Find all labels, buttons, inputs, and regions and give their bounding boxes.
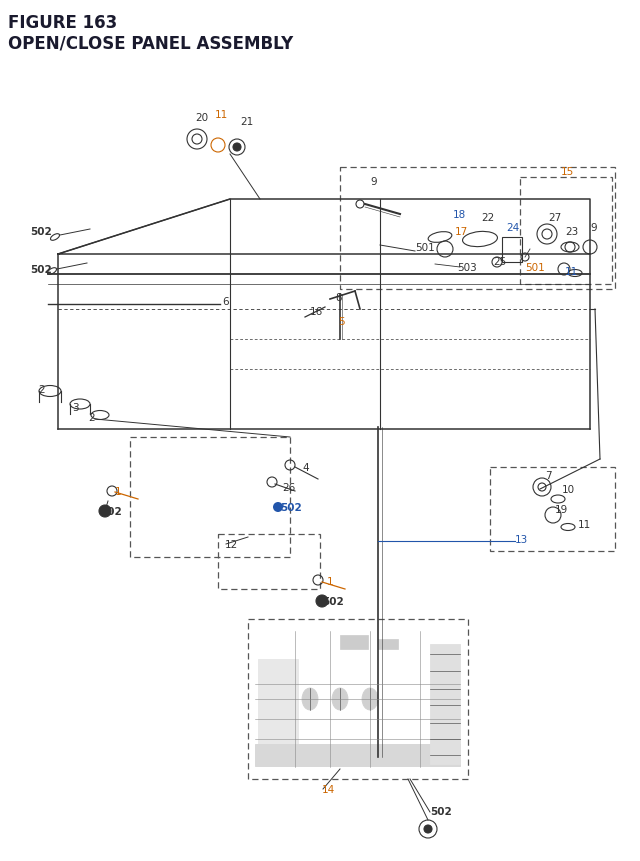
Bar [502, 238, 522, 263]
Text: 501: 501 [525, 263, 545, 273]
Text: 502: 502 [280, 503, 301, 512]
Ellipse shape [362, 688, 378, 710]
Text: 20: 20 [195, 113, 208, 123]
Bar [430, 644, 460, 764]
Text: OPEN/CLOSE PANEL ASSEMBLY: OPEN/CLOSE PANEL ASSEMBLY [8, 34, 293, 52]
Text: 17: 17 [455, 226, 468, 237]
Text: 14: 14 [322, 784, 335, 794]
Text: 3: 3 [72, 403, 79, 412]
Text: 12: 12 [225, 539, 238, 549]
Text: 6: 6 [222, 297, 228, 307]
Text: 1: 1 [115, 486, 122, 497]
Text: 9: 9 [370, 177, 376, 187]
Text: 26: 26 [282, 482, 295, 492]
Text: FIGURE 163: FIGURE 163 [8, 14, 117, 32]
Text: 23: 23 [565, 226, 579, 237]
Text: 502: 502 [100, 506, 122, 517]
Text: 25: 25 [493, 257, 506, 267]
Text: 502: 502 [322, 597, 344, 606]
Text: 9: 9 [590, 223, 596, 232]
Circle shape [99, 505, 111, 517]
Text: 4: 4 [302, 462, 308, 473]
Text: 2: 2 [88, 412, 95, 423]
Text: 22: 22 [481, 213, 494, 223]
Circle shape [273, 503, 283, 512]
Text: 1: 1 [327, 576, 333, 586]
Text: 16: 16 [310, 307, 323, 317]
Text: 11: 11 [215, 110, 228, 120]
Text: 15: 15 [561, 167, 574, 177]
Bar [258, 660, 298, 759]
Circle shape [316, 595, 328, 607]
Text: 5: 5 [338, 317, 344, 326]
Text: 503: 503 [457, 263, 477, 273]
Text: 19: 19 [555, 505, 568, 514]
Text: 502: 502 [30, 264, 52, 275]
Bar [255, 631, 460, 769]
Text: 11: 11 [578, 519, 591, 530]
Text: 502: 502 [30, 226, 52, 237]
Text: 21: 21 [240, 117, 253, 127]
Text: 2: 2 [38, 385, 45, 394]
Text: 13: 13 [515, 535, 528, 544]
Text: 18: 18 [453, 210, 467, 220]
Text: 24: 24 [506, 223, 519, 232]
Text: 11: 11 [565, 267, 579, 276]
Bar [255, 744, 460, 766]
Bar [378, 639, 398, 649]
Text: 501: 501 [415, 243, 435, 253]
Text: 8: 8 [335, 293, 342, 303]
Text: 502: 502 [430, 806, 452, 816]
Text: 10: 10 [562, 485, 575, 494]
Text: 7: 7 [545, 470, 552, 480]
Ellipse shape [332, 688, 348, 710]
Circle shape [424, 825, 432, 833]
Text: 27: 27 [548, 213, 561, 223]
Bar [340, 635, 368, 649]
Circle shape [233, 144, 241, 152]
Ellipse shape [302, 688, 318, 710]
